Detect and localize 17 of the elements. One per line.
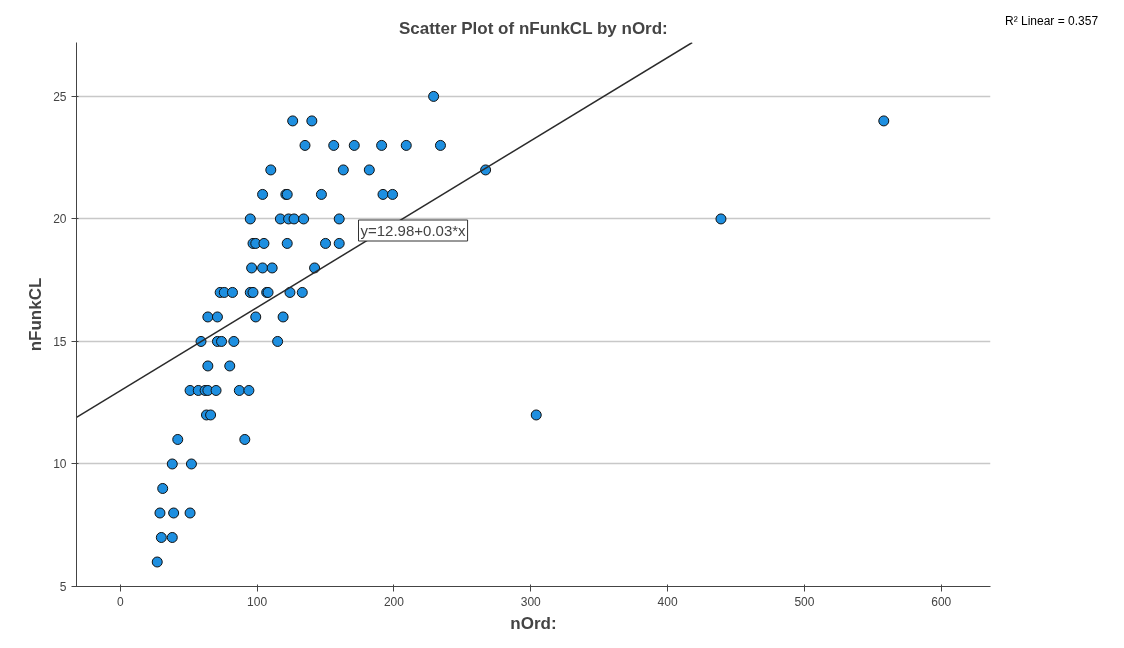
x-tick-label: 200 [383, 594, 405, 609]
x-axis-title: nOrd: [510, 613, 557, 633]
y-tick-label: 15 [53, 334, 67, 349]
x-tick-label: 400 [657, 594, 678, 609]
x-tick-label: 300 [520, 594, 542, 609]
x-tick-label: 0 [116, 594, 124, 609]
y-tick-label: 10 [53, 457, 67, 472]
chart-title: Scatter Plot of nFunkCL by nOrd: [398, 18, 668, 38]
annotation: y=12.98+0.03*x [360, 222, 467, 239]
y-tick-label: 20 [53, 212, 67, 227]
x-tick-label: 100 [247, 594, 268, 609]
x-tick-label: 600 [931, 594, 952, 609]
y-tick-label: 5 [59, 580, 67, 594]
y-tick-label: 25 [53, 89, 67, 104]
text: R² Linear = 0.357 [1005, 13, 1099, 30]
x-tick-label: 500 [794, 594, 815, 609]
y-axis-title: nFunkCL [26, 277, 46, 352]
